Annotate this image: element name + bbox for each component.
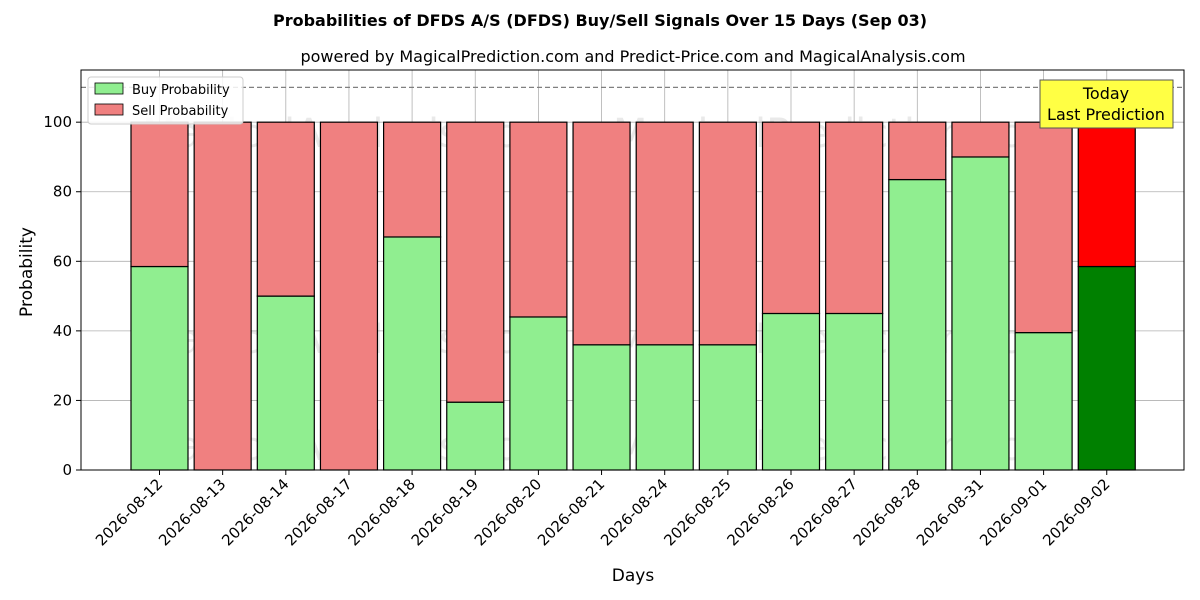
chart-subtitle: powered by MagicalPrediction.com and Pre… <box>300 47 965 66</box>
chart-title: Probabilities of DFDS A/S (DFDS) Buy/Sel… <box>273 11 927 30</box>
bar-sell <box>825 121 884 315</box>
bar-sell <box>761 121 821 315</box>
bar-sell <box>635 121 694 346</box>
x-tick-label: 2026-09-01 <box>976 475 1050 549</box>
bar-sell <box>383 121 442 238</box>
bar-buy <box>825 312 884 471</box>
legend: Buy Probability Sell Probability <box>87 76 244 125</box>
x-tick-label: 2026-08-14 <box>218 475 292 549</box>
bar-sell <box>193 121 252 471</box>
y-tick-label: 40 <box>53 322 72 340</box>
x-tick-label: 2026-08-28 <box>850 475 924 549</box>
plot-frame <box>80 69 1185 471</box>
bar-buy <box>635 344 694 471</box>
x-tick-label: 2026-08-19 <box>408 475 482 549</box>
bar-buy <box>951 156 1010 471</box>
x-tick-label: 2026-08-21 <box>534 475 608 549</box>
today-annotation-line-2: Last Prediction <box>1047 105 1165 124</box>
bar-buy <box>383 236 442 471</box>
bar-sell <box>1014 121 1073 334</box>
today-annotation: Today Last Prediction <box>1039 79 1174 129</box>
x-tick-label: 2026-08-26 <box>723 475 797 549</box>
bar-sell <box>319 121 379 471</box>
bar-buy <box>509 316 568 471</box>
bar-sell <box>256 121 315 297</box>
bar-sell <box>572 121 631 346</box>
legend-label-buy: Buy Probability <box>132 83 230 98</box>
y-tick-label: 20 <box>53 391 72 409</box>
legend-swatch-buy <box>94 82 124 95</box>
x-axis-label: Days <box>612 566 655 586</box>
legend-label-sell: Sell Probability <box>132 104 229 119</box>
today-annotation-line-1: Today <box>1082 84 1129 103</box>
x-tick-label: 2026-08-17 <box>281 475 355 549</box>
x-tick-label: 2026-08-18 <box>345 475 419 549</box>
bar-sell <box>130 121 189 268</box>
bars <box>130 121 1136 471</box>
bar-sell <box>446 121 505 403</box>
y-tick-label: 80 <box>53 183 72 201</box>
legend-box <box>87 76 244 125</box>
y-tick-label: 60 <box>53 252 72 270</box>
x-tick-label: 2026-08-13 <box>155 475 229 549</box>
bar-buy <box>698 344 757 471</box>
bar-buy <box>761 312 821 471</box>
bar-sell <box>1077 121 1136 268</box>
x-tick-label: 2026-08-31 <box>913 475 987 549</box>
x-tick-label: 2026-09-02 <box>1039 475 1113 549</box>
bar-buy <box>256 295 315 471</box>
x-tick-label: 2026-08-12 <box>92 475 166 549</box>
y-tick-label: 0 <box>62 461 72 479</box>
bar-sell <box>888 121 947 181</box>
x-tick-label: 2026-08-24 <box>597 475 671 549</box>
y-axis-label: Probability <box>17 227 37 317</box>
x-tick-label: 2026-08-20 <box>471 475 545 549</box>
bar-buy <box>1014 332 1073 471</box>
bar-sell <box>951 121 1010 158</box>
bar-sell <box>509 121 568 318</box>
y-tick-label: 100 <box>43 113 72 131</box>
x-tick-label: 2026-08-25 <box>660 475 734 549</box>
legend-swatch-sell <box>94 103 124 116</box>
bar-sell <box>698 121 757 346</box>
bar-buy <box>888 178 947 471</box>
bar-buy <box>572 344 631 471</box>
bar-buy <box>446 401 505 471</box>
today-annotation-box <box>1039 79 1174 129</box>
bar-buy <box>1077 265 1136 471</box>
bar-buy <box>130 265 189 471</box>
x-tick-label: 2026-08-27 <box>787 475 861 549</box>
